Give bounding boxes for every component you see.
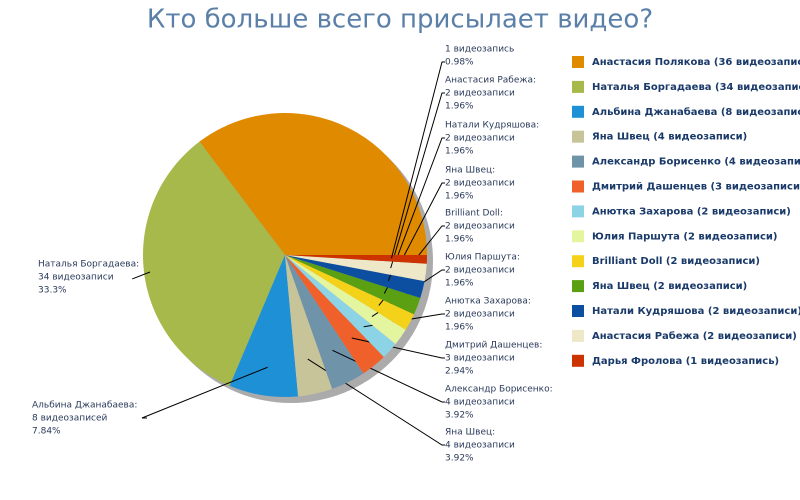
data-label: 1.96% [445, 279, 474, 289]
legend-label: Яна Швец (2 видеозаписи) [592, 281, 747, 292]
legend-label: Юлия Паршута (2 видеозаписи) [592, 231, 777, 242]
chart-title: Кто больше всего присылает видео? [147, 5, 653, 35]
data-label: Натали Кудряшова: [445, 121, 539, 131]
legend-swatch [572, 80, 584, 93]
data-label: Brilliant Doll: [445, 209, 503, 219]
legend-swatch [572, 180, 584, 193]
legend-label: Анютка Захарова (2 видеозаписи) [592, 206, 791, 217]
data-label: Анастасия Рабежа: [445, 76, 536, 86]
data-label: 2 видеозаписи [445, 266, 515, 276]
legend-swatch [572, 230, 584, 243]
data-label: Александр Борисенко: [445, 385, 553, 395]
data-label: 2 видеозаписи [445, 222, 515, 232]
pie-slice [285, 255, 406, 345]
data-label: 2.94% [445, 367, 474, 377]
callout-line [141, 366, 268, 419]
data-label: 1.96% [445, 102, 474, 112]
data-label: 0.98% [445, 58, 474, 68]
data-label: 4 видеозаписи [445, 398, 515, 408]
legend-label: Александр Борисенко (4 видеозаписи) [592, 157, 800, 168]
pie-slice [285, 255, 427, 282]
data-label: 2 видеозаписи [445, 134, 515, 144]
data-label: Наталья Боргадаева: [38, 260, 139, 270]
pie-slice [285, 255, 384, 374]
pie-slice [143, 141, 285, 386]
pie-slice [285, 255, 333, 397]
legend-label: Натали Кудряшова (2 видеозаписи) [592, 306, 800, 317]
data-label: Дмитрий Дашенцев: [445, 341, 542, 351]
data-label: 1 видеозапись [445, 45, 514, 55]
legend-label: Brilliant Doll (2 видеозаписи) [592, 256, 760, 267]
callout-line [307, 358, 445, 446]
legend-swatch [572, 105, 584, 118]
data-label: Альбина Джанабаева: [32, 401, 137, 411]
data-label: Юлия Паршута: [445, 253, 520, 263]
legend-swatch [572, 280, 584, 293]
legend-swatch [572, 130, 584, 143]
data-label: 1.96% [445, 235, 474, 245]
pie-slice [199, 113, 427, 255]
data-label: 7.84% [32, 427, 61, 437]
data-label: Анютка Захарова: [445, 297, 531, 307]
pie-slice [285, 255, 421, 315]
data-label: 3 видеозаписи [445, 354, 515, 364]
data-label: 4 видеозаписи [445, 441, 515, 451]
data-label: 3.92% [445, 454, 474, 464]
data-label: 1.96% [445, 147, 474, 157]
callout-line [132, 271, 151, 280]
legend-label: Анастасия Полякова (36 видеозаписей) [592, 57, 800, 68]
callout-line [390, 61, 445, 259]
data-label: 8 видеозаписей [32, 414, 108, 424]
data-label: 1.96% [445, 192, 474, 202]
legend-label: Альбина Джанабаева (8 видеозаписей) [592, 106, 800, 118]
pie-slice [285, 255, 425, 299]
data-label: 1.96% [445, 323, 474, 333]
pie-slice [285, 255, 415, 330]
legend-swatch [572, 155, 584, 168]
legend-label: Дмитрий Дашенцев (3 видеозаписи) [592, 182, 800, 193]
data-label: 2 видеозаписи [445, 179, 515, 189]
legend-label: Анастасия Рабежа (2 видеозаписи) [592, 330, 797, 342]
data-label: 34 видеозаписи [38, 273, 114, 283]
data-label: 2 видеозаписи [445, 89, 515, 99]
legend-label: Яна Швец (4 видеозаписи) [592, 132, 747, 143]
legend-label: Дарья Фролова (1 видеозапись) [592, 356, 779, 367]
legend-swatch [572, 255, 584, 268]
data-label: 3.92% [445, 411, 474, 421]
data-label: 33.3% [38, 286, 67, 296]
callout-line [387, 137, 445, 282]
pie-slice [285, 255, 396, 357]
legend-swatch [572, 329, 584, 342]
legend-label: Наталья Боргадаева (34 видеозаписи) [592, 82, 800, 93]
legend-swatch [572, 56, 584, 68]
legend-swatch [572, 205, 584, 218]
callout-line [390, 92, 445, 269]
data-label: Яна Швец: [445, 166, 495, 176]
legend-swatch [572, 305, 584, 317]
legend-swatch [572, 354, 584, 367]
pie-slice [229, 255, 299, 398]
data-label: Яна Швец: [445, 428, 495, 438]
data-label: 2 видеозаписи [445, 310, 515, 320]
